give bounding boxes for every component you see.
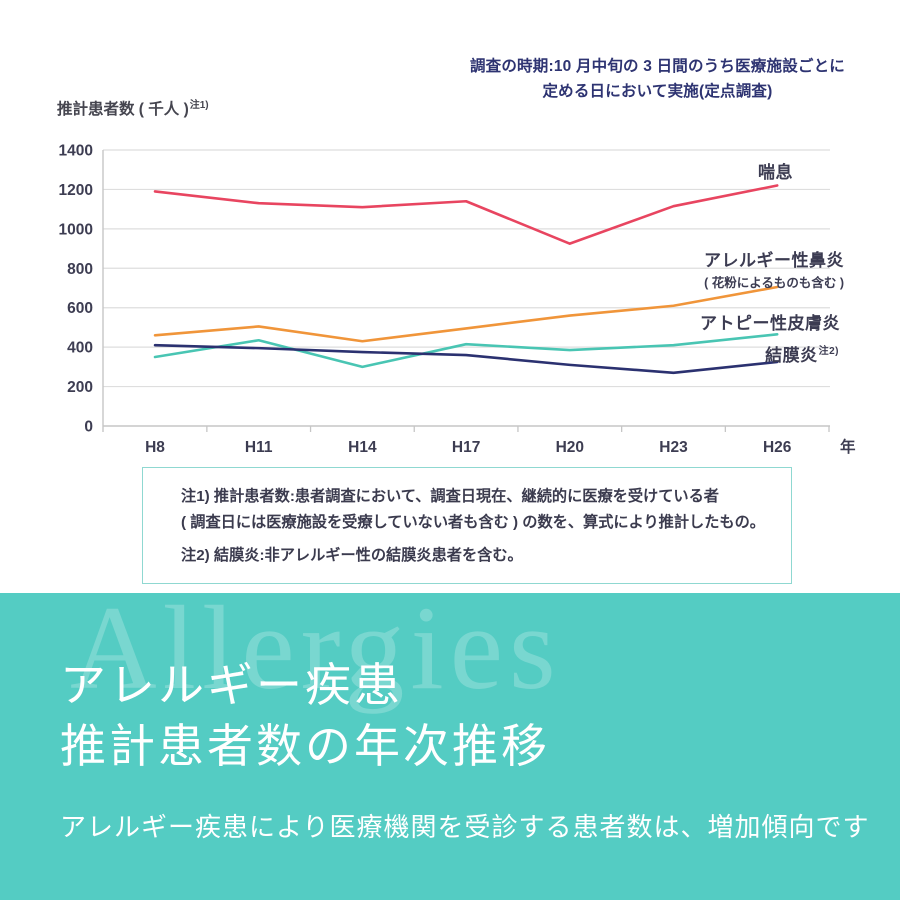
series-label-allergic-rhinitis: アレルギー性鼻炎 ( 花粉によるものも含む ): [704, 246, 844, 291]
svg-text:800: 800: [67, 261, 93, 278]
banner-subtitle: アレルギー疾患により医療機関を受診する患者数は、増加傾向です: [60, 813, 870, 842]
series-label-rhinitis-subtext: ( 花粉によるものも含む ): [704, 276, 844, 290]
y-axis-title-footnote-ref: 注1): [189, 100, 209, 111]
svg-text:1000: 1000: [59, 221, 93, 238]
footnote-1-line1: 注1) 推計患者数:患者調査において、調査日現在、継続的に医療を受けている者: [181, 488, 719, 505]
svg-text:1400: 1400: [59, 143, 93, 160]
svg-text:H14: H14: [348, 439, 377, 456]
survey-period-line1: 調査の時期:10 月中旬の 3 日間のうち医療施設ごとに: [469, 58, 845, 75]
svg-text:1200: 1200: [59, 182, 93, 199]
svg-text:H17: H17: [452, 439, 480, 456]
series-label-atopic-dermatitis: アトピー性皮膚炎: [700, 309, 840, 334]
series-label-asthma: 喘息: [758, 158, 793, 183]
svg-text:400: 400: [67, 340, 93, 357]
y-axis-title-text: 推計患者数 ( 千人 ): [57, 101, 189, 119]
series-label-conjunctivitis: 結膜炎注2): [765, 341, 839, 366]
svg-text:H23: H23: [659, 439, 688, 456]
series-label-atopic-text: アトピー性皮膚炎: [700, 314, 840, 333]
series-label-rhinitis-text: アレルギー性鼻炎: [704, 251, 844, 270]
footnote-1-line2: ( 調査日には医療施設を受療していない者も含む ) の数を、算式により推計したも…: [181, 514, 765, 532]
survey-period-annotation: 調査の時期:10 月中旬の 3 日間のうち医療施設ごとに 定める日において実施(…: [470, 54, 845, 104]
banner-title: アレルギー疾患 推計患者数の年次推移: [60, 655, 550, 777]
svg-text:0: 0: [84, 419, 93, 436]
svg-text:H26: H26: [763, 439, 792, 456]
footnotes-box: 注1) 推計患者数:患者調査において、調査日現在、継続的に医療を受けている者 (…: [142, 467, 792, 585]
svg-text:H20: H20: [556, 439, 584, 456]
series-label-conjunctivitis-footnote-ref: 注2): [818, 346, 839, 358]
footnote-2: 注2) 結膜炎:非アレルギー性の結膜炎患者を含む。: [181, 547, 523, 565]
title-banner: Allergies アレルギー疾患 推計患者数の年次推移 アレルギー疾患により医…: [0, 593, 900, 900]
svg-text:600: 600: [67, 300, 93, 317]
series-label-asthma-text: 喘息: [758, 163, 793, 182]
survey-period-line2: 定める日において実施(定点調査): [542, 83, 773, 101]
line-chart: 0 200 400 600 800 1000 1200 1400 H8 H11 H14 H17 H20 H…: [59, 143, 856, 457]
banner-title-line1: アレルギー疾患: [60, 660, 403, 711]
y-axis-title: 推計患者数 ( 千人 )注1): [57, 96, 209, 119]
svg-text:H8: H8: [145, 439, 165, 456]
banner-title-line2: 推計患者数の年次推移: [60, 721, 550, 773]
watermark-text: Allergies: [70, 593, 562, 714]
svg-text:200: 200: [67, 379, 93, 396]
series-label-conjunctivitis-text: 結膜炎: [765, 346, 818, 365]
svg-text:H11: H11: [245, 439, 273, 456]
svg-text:年: 年: [840, 437, 856, 456]
